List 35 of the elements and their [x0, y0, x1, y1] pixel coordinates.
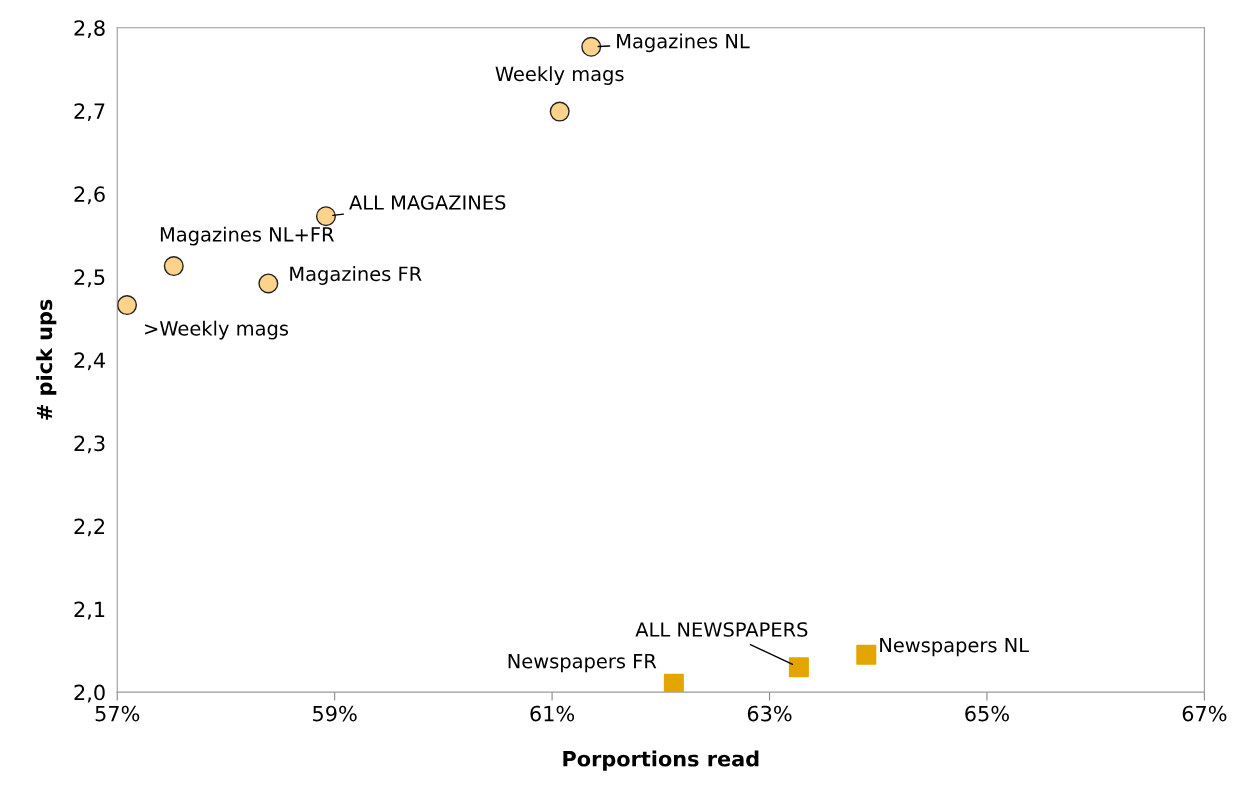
annotation: Weekly mags [495, 66, 624, 85]
y-axis-title: # pick ups [36, 299, 57, 420]
y-tick-label: 2,3 [74, 435, 105, 454]
annotation: ALL MAGAZINES [349, 195, 506, 210]
annotation: Magazines NL+FR [160, 226, 334, 246]
point [663, 673, 684, 693]
y-tick-label: 2,0 [74, 684, 105, 703]
x-tick-label: 67% [1182, 705, 1227, 722]
x-tick-label: 61% [530, 705, 575, 722]
y-tick-label: 2,5 [74, 269, 105, 288]
x-tick-label: 65% [965, 705, 1009, 722]
point [549, 101, 570, 122]
point [788, 657, 809, 678]
y-tick-label: 2,4 [74, 352, 105, 371]
x-tick-label: 59% [313, 705, 357, 722]
y-tick-label: 2,2 [74, 518, 105, 537]
point [315, 206, 336, 227]
annotation: Newspapers NL [880, 637, 1029, 657]
x-tick-label: 57% [95, 705, 140, 722]
point [856, 644, 877, 665]
annotation: >Weekly mags [145, 320, 289, 340]
annotation: Magazines FR [290, 266, 422, 285]
y-tick-label: 2,8 [74, 20, 105, 39]
y-tick-label: 2,1 [74, 601, 105, 620]
annotation: ALL NEWSPAPERS [635, 622, 808, 637]
y-tick-label: 2,7 [74, 103, 105, 122]
point [163, 256, 184, 277]
annotation: Newspapers FR [508, 654, 657, 673]
x-tick-label: 63% [747, 705, 792, 722]
y-tick-label: 2,6 [74, 186, 105, 205]
point [117, 295, 138, 316]
annotation: Magazines NL [617, 33, 750, 53]
point [581, 36, 602, 57]
x-axis-title: Porportions read [563, 750, 759, 771]
point [258, 273, 279, 294]
